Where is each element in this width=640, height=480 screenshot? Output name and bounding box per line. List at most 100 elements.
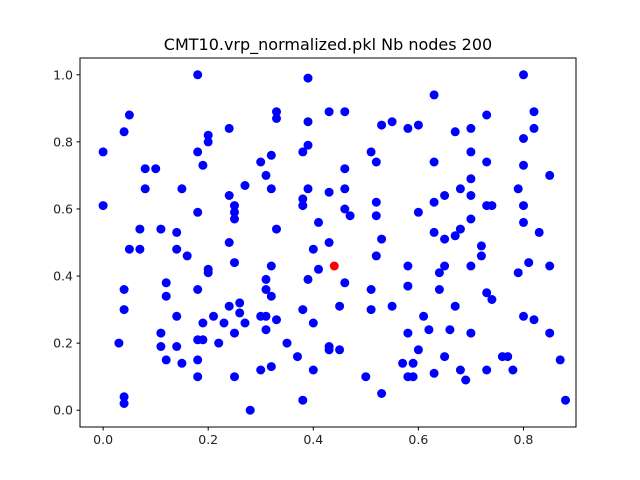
data-point — [503, 352, 513, 362]
x-tick-label: 0.4 — [303, 432, 323, 447]
data-point — [219, 318, 229, 328]
data-point — [182, 251, 192, 261]
data-point — [298, 305, 308, 315]
data-point — [340, 107, 350, 117]
data-point — [272, 315, 281, 325]
data-point — [519, 134, 528, 143]
data-point — [230, 214, 239, 224]
data-point — [119, 392, 129, 402]
data-point — [324, 107, 334, 117]
data-point — [308, 318, 318, 328]
data-point — [266, 261, 276, 271]
data-point — [429, 90, 439, 100]
data-point — [466, 123, 476, 133]
data-point — [413, 207, 423, 217]
data-point — [193, 285, 203, 294]
data-point — [230, 328, 239, 338]
data-point — [450, 231, 460, 241]
data-point — [114, 338, 124, 348]
data-point — [482, 288, 492, 298]
data-point — [198, 160, 208, 170]
data-point — [224, 238, 234, 247]
data-point — [266, 362, 276, 372]
data-point — [119, 127, 129, 137]
data-point — [476, 241, 486, 251]
data-point — [224, 191, 234, 200]
data-point — [340, 204, 350, 214]
data-point — [529, 123, 539, 133]
x-tick-label: 0.8 — [514, 432, 534, 447]
data-point — [434, 285, 444, 294]
data-point — [440, 234, 450, 244]
data-point — [203, 130, 213, 140]
x-tick-label: 0.2 — [198, 432, 218, 447]
data-point — [224, 123, 234, 133]
data-point — [119, 305, 129, 315]
data-point — [335, 301, 345, 311]
data-point — [298, 147, 308, 157]
data-point — [272, 224, 281, 234]
data-point — [403, 281, 413, 291]
data-point — [135, 244, 145, 254]
data-point — [172, 244, 182, 254]
data-point — [140, 164, 150, 174]
data-point — [466, 261, 476, 271]
y-tick-label: 0.6 — [53, 201, 73, 216]
data-point — [429, 197, 439, 207]
data-point — [298, 194, 308, 204]
data-point — [508, 365, 518, 375]
data-point — [314, 264, 323, 274]
data-point — [519, 311, 528, 321]
data-point — [303, 117, 313, 127]
data-point — [482, 365, 492, 375]
x-tick-label: 0.6 — [408, 432, 428, 447]
data-point — [524, 258, 534, 268]
data-point — [466, 328, 476, 338]
data-point — [440, 352, 450, 362]
data-point — [209, 311, 218, 321]
data-point — [261, 170, 271, 180]
x-tick-label: 0.0 — [93, 432, 113, 447]
y-tick-label: 0.4 — [53, 269, 73, 284]
data-point — [272, 113, 281, 123]
data-point — [545, 261, 555, 271]
data-point — [324, 187, 334, 197]
data-point — [98, 201, 108, 211]
data-point — [177, 184, 187, 194]
data-point — [440, 191, 450, 200]
data-point — [282, 338, 292, 348]
data-point — [235, 308, 245, 318]
data-point — [366, 285, 376, 294]
data-point — [230, 201, 239, 211]
data-point — [419, 311, 429, 321]
data-point — [324, 238, 334, 247]
data-point — [198, 335, 208, 345]
data-point — [519, 217, 528, 227]
data-point — [371, 251, 381, 261]
data-point — [545, 328, 555, 338]
data-point — [240, 318, 250, 328]
data-point — [403, 328, 413, 338]
data-point — [303, 140, 313, 150]
data-point — [513, 268, 523, 278]
data-point — [177, 358, 187, 368]
data-point — [230, 207, 239, 217]
data-point — [261, 325, 271, 335]
data-point — [487, 295, 497, 304]
data-point — [371, 157, 381, 167]
data-point — [335, 345, 345, 355]
data-point — [476, 251, 486, 261]
data-point — [256, 365, 266, 375]
data-point — [266, 150, 276, 160]
data-point — [445, 325, 455, 335]
data-point — [203, 268, 213, 278]
data-point — [308, 365, 318, 375]
y-tick-label: 0.2 — [53, 336, 73, 351]
data-point — [98, 147, 108, 157]
data-point — [403, 123, 413, 133]
data-point — [161, 355, 171, 365]
data-point — [261, 311, 271, 321]
data-point — [140, 184, 150, 194]
data-point — [377, 234, 387, 244]
